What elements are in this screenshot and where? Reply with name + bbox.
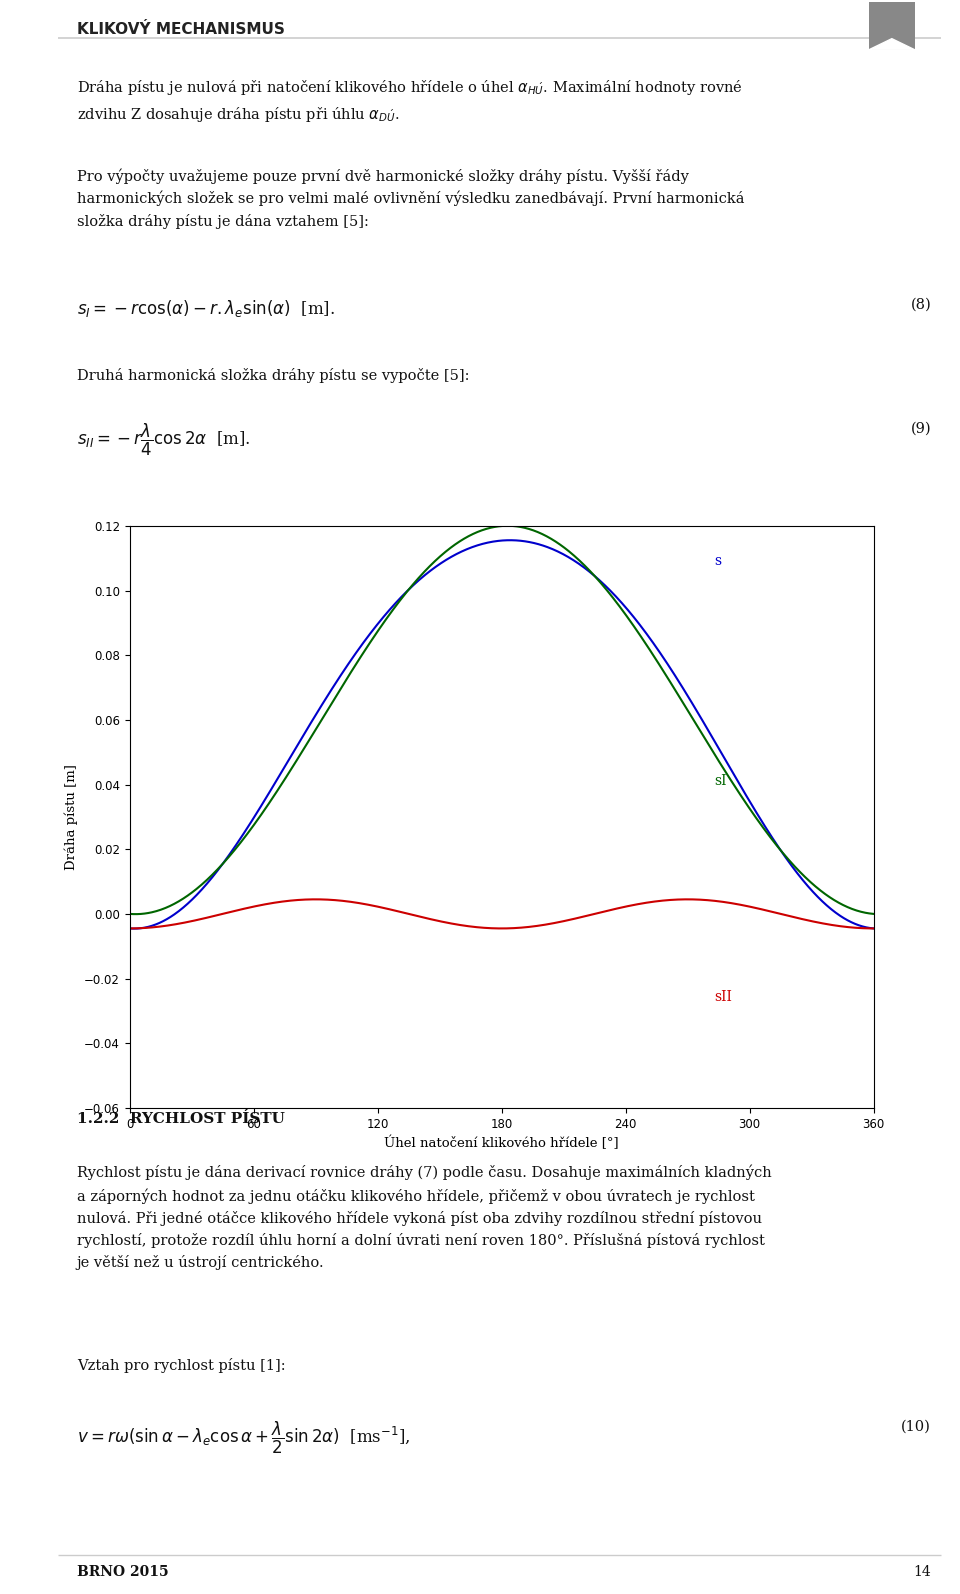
Text: KLIKOVÝ MECHANISMUS: KLIKOVÝ MECHANISMUS	[77, 22, 285, 37]
Text: Dráha pístu je nulová při natočení klikového hřídele o úhel $\alpha_{H\acute{U}}: Dráha pístu je nulová při natočení kliko…	[77, 78, 743, 124]
Text: sI: sI	[714, 773, 727, 787]
X-axis label: Úhel natočení klikového hřídele [°]: Úhel natočení klikového hřídele [°]	[384, 1137, 619, 1151]
FancyBboxPatch shape	[869, 2, 915, 49]
Text: $s_I = -r\cos(\alpha) - r.\lambda_e\sin(\alpha)$  [m].: $s_I = -r\cos(\alpha) - r.\lambda_e\sin(…	[77, 298, 335, 319]
Text: Rychlost pístu je dána derivací rovnice dráhy (7) podle času. Dosahuje maximální: Rychlost pístu je dána derivací rovnice …	[77, 1165, 772, 1270]
Text: sII: sII	[714, 990, 732, 1004]
Text: (9): (9)	[911, 422, 931, 437]
Text: BRNO 2015: BRNO 2015	[77, 1565, 168, 1580]
Text: 1.2.2  RYCHLOST PÍSTU: 1.2.2 RYCHLOST PÍSTU	[77, 1113, 285, 1125]
Text: $s_{II} = -r\dfrac{\lambda}{4}\cos2\alpha$  [m].: $s_{II} = -r\dfrac{\lambda}{4}\cos2\alph…	[77, 422, 251, 457]
Text: Obr.  4 Průběh dráhy pistu a jednotlivých harmonických složek: Obr. 4 Průběh dráhy pistu a jednotlivých…	[259, 1055, 701, 1071]
Y-axis label: Dráha pístu [m]: Dráha pístu [m]	[65, 764, 79, 870]
Text: Vztah pro rychlost pístu [1]:: Vztah pro rychlost pístu [1]:	[77, 1358, 285, 1372]
Text: (10): (10)	[901, 1420, 931, 1435]
Text: 14: 14	[914, 1565, 931, 1580]
Text: (8): (8)	[910, 298, 931, 312]
Text: Pro výpočty uvažujeme pouze první dvě harmonické složky dráhy pístu. Vyšší řády
: Pro výpočty uvažujeme pouze první dvě ha…	[77, 167, 744, 228]
Text: $v = r\omega(\sin\alpha - \lambda_e\cos\alpha + \dfrac{\lambda}{2}\sin2\alpha)$ : $v = r\omega(\sin\alpha - \lambda_e\cos\…	[77, 1420, 410, 1457]
Text: Druhá harmonická složka dráhy pístu se vypočte [5]:: Druhá harmonická složka dráhy pístu se v…	[77, 368, 469, 383]
Polygon shape	[869, 38, 915, 49]
Text: s: s	[714, 553, 722, 567]
